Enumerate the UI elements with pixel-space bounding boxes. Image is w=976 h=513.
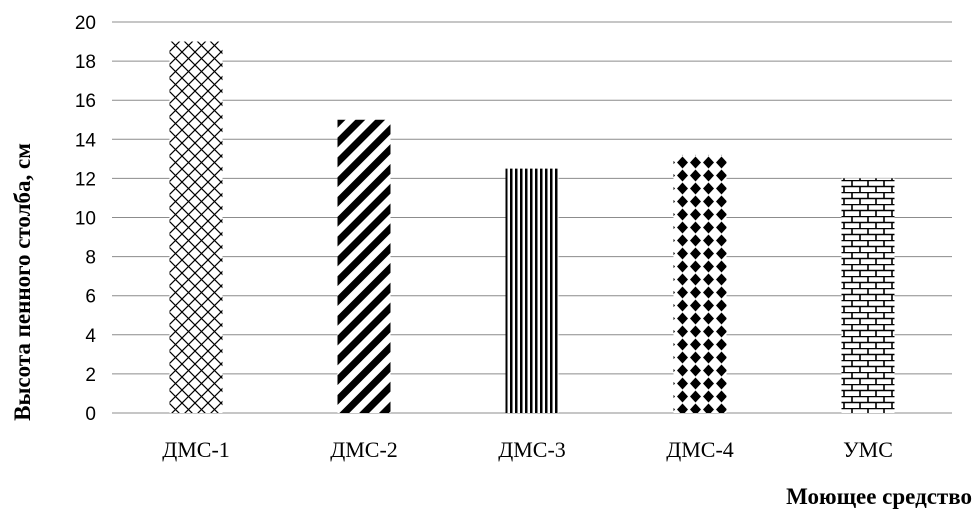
x-category-label: ДМС-3 [498, 437, 566, 462]
y-tick-label: 2 [85, 365, 96, 386]
x-category-label: ДМС-4 [666, 437, 734, 462]
bar-дмс-4 [673, 154, 727, 413]
y-tick-label: 6 [85, 287, 96, 308]
bars [169, 41, 895, 414]
y-tick-labels: 0 2 4 6 8 10 12 14 16 18 20 [75, 13, 97, 425]
x-axis-title: Моющее средство [786, 484, 972, 509]
x-category-label: ДМС-1 [162, 437, 230, 462]
y-tick-label: 14 [75, 130, 97, 151]
y-tick-label: 16 [75, 91, 96, 112]
y-tick-label: 20 [75, 13, 96, 34]
x-category-labels: ДМС-1 ДМС-2 ДМС-3 ДМС-4 УМС [162, 437, 893, 462]
x-category-label: ДМС-2 [330, 437, 398, 462]
bar-дмс-2 [337, 119, 391, 413]
bar-дмс-1 [169, 41, 223, 414]
bar-умс [841, 178, 895, 413]
y-axis-title: Высота пенного столба, см [10, 143, 35, 421]
y-tick-label: 4 [85, 326, 96, 347]
y-tick-label: 10 [75, 209, 96, 230]
x-category-label: УМС [843, 437, 893, 462]
bar-дмс-3 [505, 168, 559, 413]
y-tick-label: 8 [85, 248, 96, 269]
y-tick-label: 18 [75, 52, 96, 73]
y-tick-label: 0 [85, 404, 96, 425]
y-tick-label: 12 [75, 169, 96, 190]
